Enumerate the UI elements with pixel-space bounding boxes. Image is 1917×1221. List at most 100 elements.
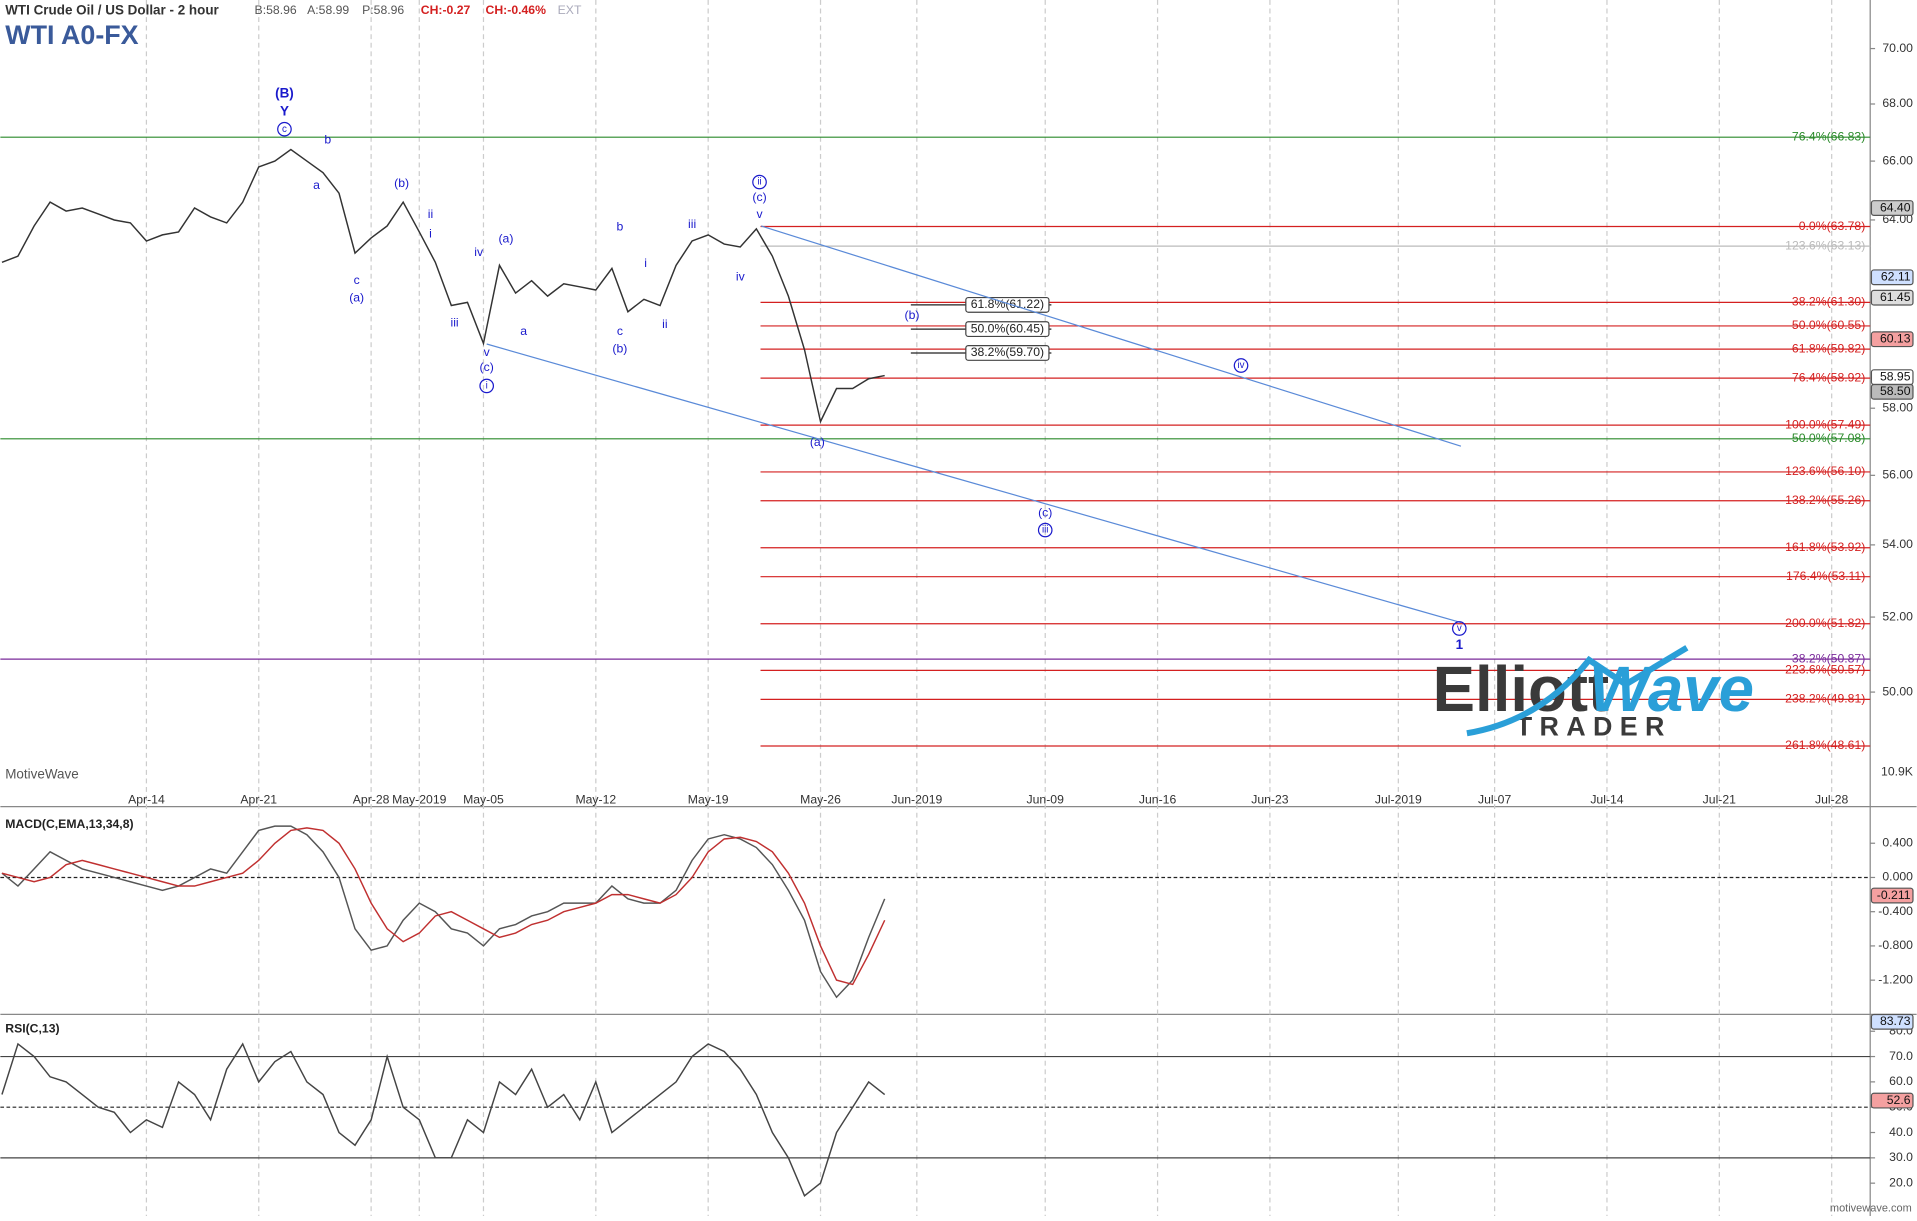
wave-label: v: [484, 345, 491, 359]
x-tick-label: Jul-14: [1590, 793, 1623, 807]
y-tick-label: 70.00: [1882, 41, 1913, 55]
y-tick-label: -0.800: [1878, 938, 1913, 952]
wave-label: (B): [275, 85, 294, 100]
y-tick-label: -0.400: [1878, 904, 1913, 918]
fib-label: 123.6%(56.10): [1785, 464, 1865, 478]
price-badge: [1870, 383, 1914, 400]
y-tick-label: 56.00: [1882, 468, 1913, 482]
x-tick-label: Jul-28: [1815, 793, 1848, 807]
fib-label: 261.8%(48.61): [1785, 738, 1865, 752]
wave-label: (b): [612, 342, 627, 356]
badge-label: 52.6: [1887, 1093, 1911, 1107]
wave-label: (c): [752, 190, 766, 204]
x-tick-label: Jul-07: [1478, 793, 1511, 807]
fib-box: [965, 321, 1050, 338]
wave-label: v: [756, 207, 763, 221]
fib-label: 38.2%(50.87): [1792, 651, 1865, 665]
channel-line: [486, 343, 1462, 624]
x-tick-label: May-05: [463, 793, 504, 807]
fib-box: [965, 345, 1050, 361]
wave-label: ii: [662, 317, 667, 331]
x-tick-label: May-2019: [392, 793, 447, 807]
x-tick-label: Jul-2019: [1375, 793, 1422, 807]
change: CH:-0.27: [421, 3, 471, 17]
wave-label: b: [616, 219, 623, 233]
badge-label: 62.11: [1881, 270, 1911, 284]
change: CH:-0.46%: [486, 3, 547, 17]
quote: A:58.99: [307, 3, 349, 17]
badge-label: 64.40: [1880, 200, 1911, 214]
fib-label: 138.2%(55.26): [1785, 493, 1865, 507]
fib-label: 238.2%(49.81): [1785, 692, 1865, 706]
wave-label: c: [354, 273, 360, 287]
x-tick-label: Apr-14: [128, 793, 165, 807]
logo-text: Wave: [1589, 654, 1754, 725]
wave-label: (c): [480, 360, 494, 374]
pane-title: RSI(C,13): [5, 1021, 59, 1035]
y-tick-label: 20.0: [1889, 1175, 1913, 1189]
watermark: MotiveWave: [5, 766, 78, 781]
fib-label: 50.0%(60.55): [1792, 318, 1865, 332]
price-badge: [1870, 200, 1914, 216]
fib-label: 123.6%(63.13): [1785, 238, 1865, 252]
y-tick-label: 60.0: [1889, 1074, 1913, 1088]
indicator-line: [1, 827, 886, 986]
wave-label: b: [324, 133, 331, 147]
wave-label: i: [429, 227, 432, 241]
x-tick-label: Apr-28: [353, 793, 390, 807]
price-badge: [1870, 269, 1914, 286]
wave-label: iv: [474, 245, 484, 259]
symbol: WTI A0-FX: [5, 20, 138, 50]
header-title: WTI Crude Oil / US Dollar - 2 hour: [5, 3, 219, 18]
x-tick-label: May-12: [575, 793, 616, 807]
volume-label: 10.9K: [1881, 765, 1914, 779]
y-tick-label: 50.00: [1882, 684, 1913, 698]
wave-circle: [479, 378, 495, 394]
price-badge: [1870, 1092, 1914, 1109]
y-tick-label: 30.0: [1889, 1150, 1913, 1164]
fib-label: 50.0%(57.08): [1792, 431, 1865, 445]
price-badge: [1870, 331, 1914, 348]
wave-label: iii: [1042, 525, 1049, 536]
quote: P:58.96: [362, 3, 404, 17]
y-tick-label: 70.0: [1889, 1049, 1913, 1063]
y-tick-label: 0.400: [1882, 835, 1913, 849]
y-tick-label: 52.00: [1882, 609, 1913, 623]
wave-label: ii: [428, 207, 433, 221]
y-tick-label: 40.0: [1889, 1125, 1913, 1139]
fib-label: 223.6%(50.57): [1785, 663, 1865, 677]
wave-circle: [752, 174, 767, 190]
y-tick-label: -1.200: [1878, 972, 1913, 986]
wave-label: iv: [736, 270, 746, 284]
x-tick-label: Apr-21: [240, 793, 277, 807]
wave-label: (c): [1038, 506, 1052, 520]
x-tick-label: May-19: [688, 793, 729, 807]
wave-label: a: [313, 178, 320, 192]
price-badge: [1870, 887, 1914, 904]
wave-label: (a): [349, 290, 364, 304]
y-tick-label: 0.000: [1882, 870, 1913, 884]
wave-circle: [1451, 621, 1467, 636]
fib-label: 0.0%(63.78): [1799, 219, 1866, 233]
logo: Elliott Wave TRADER: [1433, 645, 1754, 741]
x-tick-label: Jul-21: [1703, 793, 1736, 807]
wave-label: (b): [394, 176, 409, 190]
price-line: [1, 148, 885, 424]
wave-label: c: [617, 324, 623, 338]
fib-label: 61.8%(61.22): [971, 297, 1044, 311]
badge-label: 58.50: [1880, 384, 1911, 398]
wave-label: c: [282, 124, 287, 135]
wave-label: iii: [451, 315, 459, 329]
fib-box: [965, 296, 1050, 313]
fib-label: 61.8%(59.82): [1792, 341, 1865, 355]
wave-label: ii: [757, 177, 761, 188]
wave-label: 1: [1456, 637, 1464, 652]
wave-label: (a): [498, 231, 513, 245]
indicator-line: [1, 1042, 886, 1198]
fib-label: 38.2%(61.30): [1792, 295, 1865, 309]
wave-label: i: [486, 381, 488, 392]
fib-label: 161.8%(53.92): [1785, 540, 1865, 554]
wave-label: iv: [1238, 360, 1245, 371]
